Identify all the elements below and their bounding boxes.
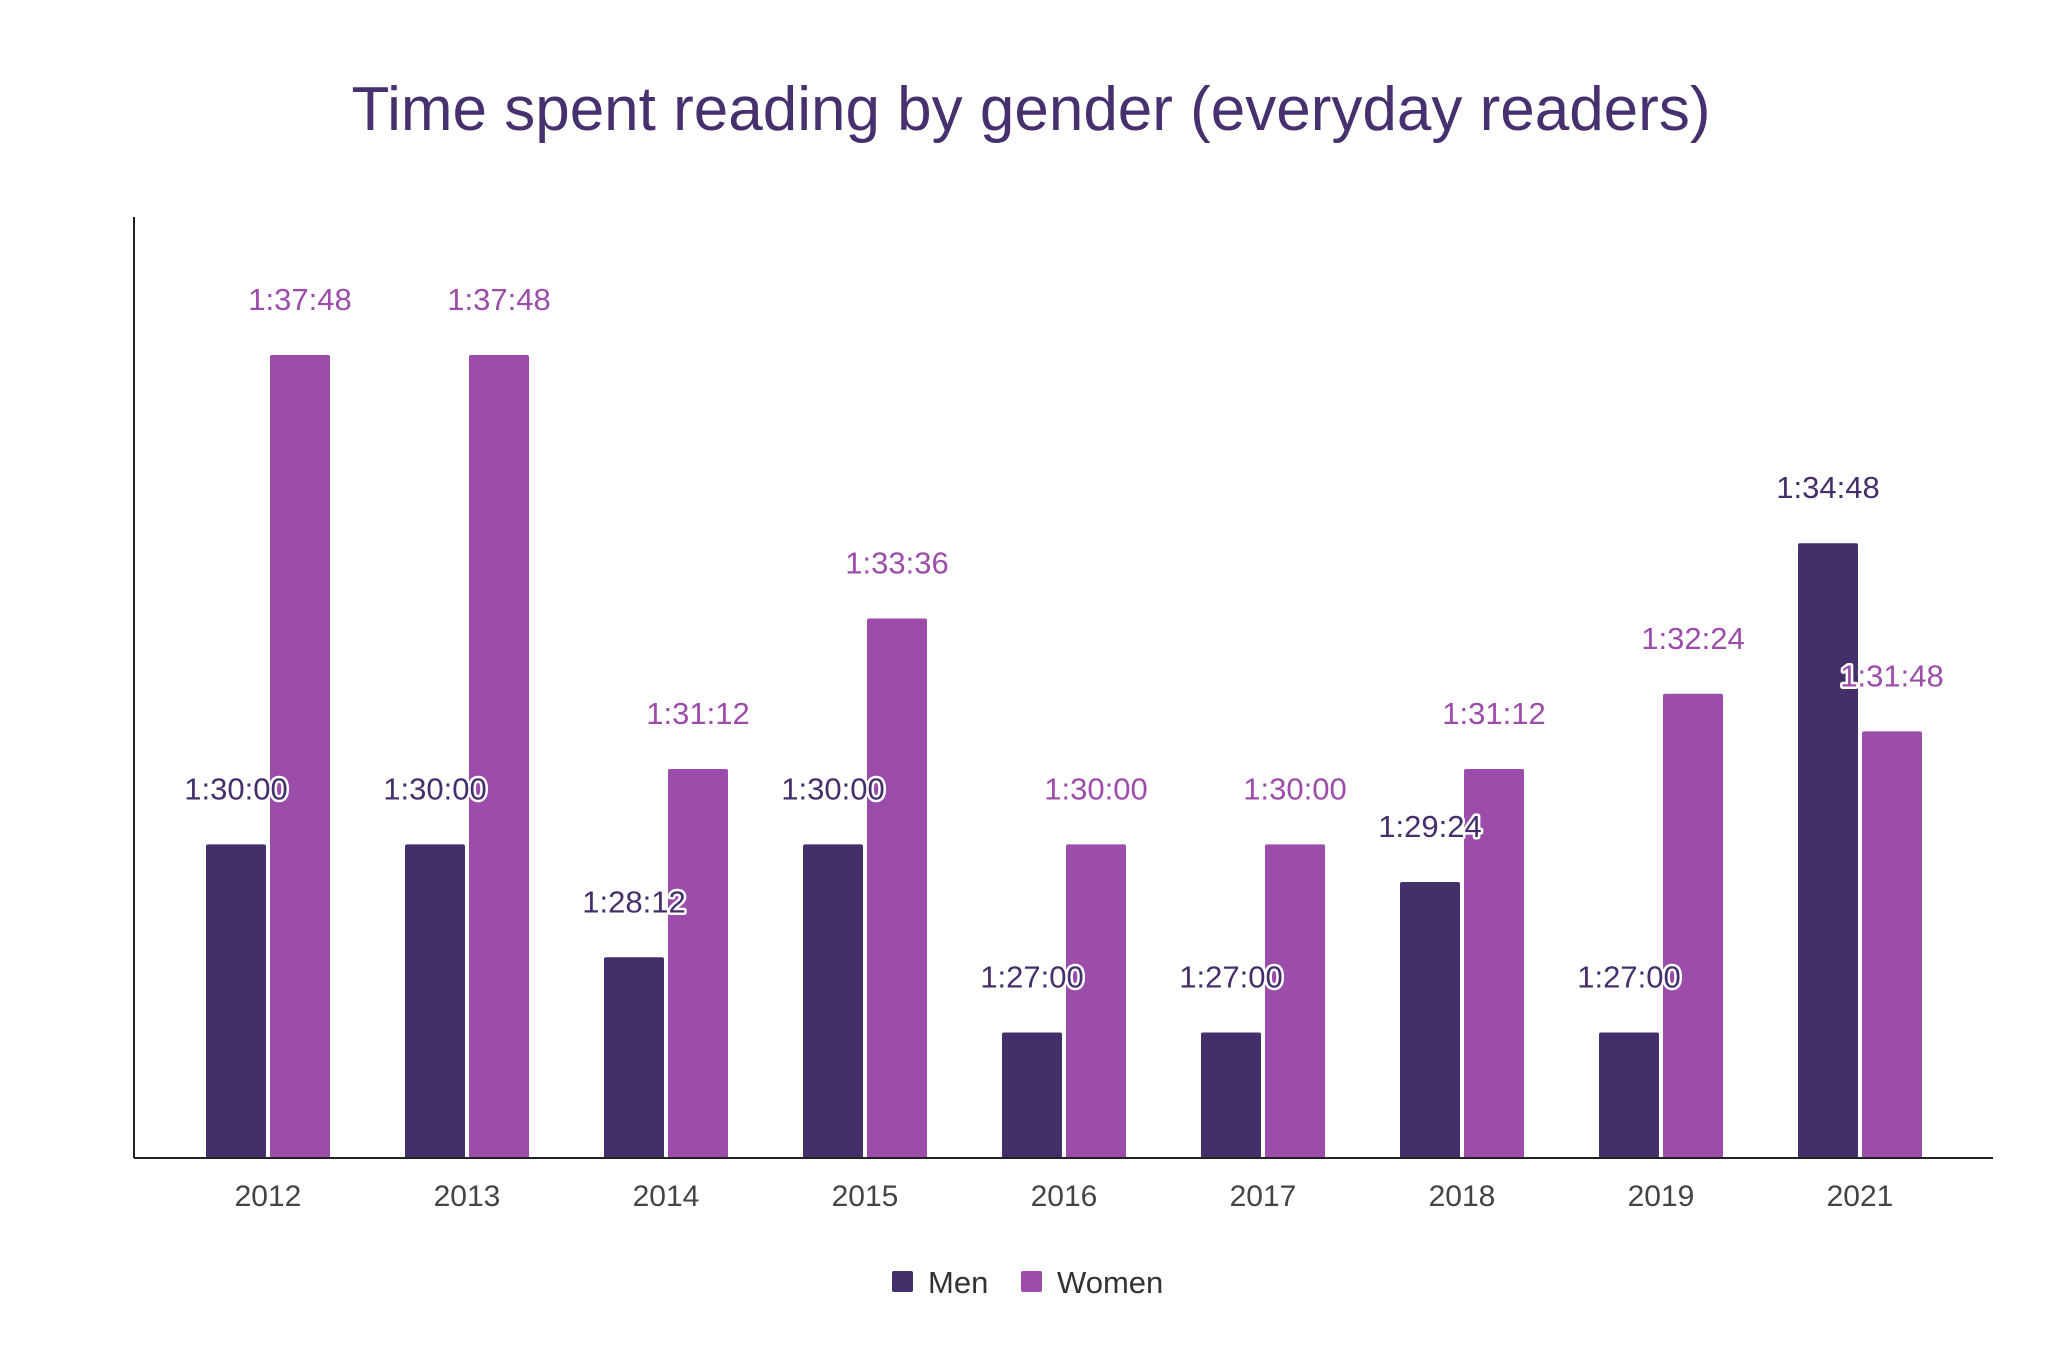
data-label-men: 1:30:00 — [184, 771, 287, 806]
data-label-men: 1:34:48 — [1776, 470, 1879, 505]
data-label-women: 1:31:12 — [646, 696, 749, 731]
bar-women — [1265, 844, 1325, 1158]
data-label-women: 1:31:12 — [1442, 696, 1545, 731]
data-label-women: 1:37:48 — [447, 282, 550, 317]
data-label-men: 1:30:00 — [781, 771, 884, 806]
legend-swatch-women — [1021, 1271, 1042, 1292]
bar-men — [1002, 1032, 1062, 1158]
data-label-men: 1:27:00 — [1179, 960, 1282, 995]
bar-women — [270, 355, 330, 1159]
x-tick-label: 2019 — [1628, 1180, 1695, 1213]
bar-men — [405, 844, 465, 1158]
x-tick-label: 2016 — [1031, 1180, 1098, 1213]
x-tick-label: 2018 — [1429, 1180, 1496, 1213]
x-tick-label: 2014 — [633, 1180, 700, 1213]
chart-title: Time spent reading by gender (everyday r… — [352, 75, 1711, 144]
data-label-women: 1:32:24 — [1641, 621, 1744, 656]
data-label-women: 1:33:36 — [845, 545, 948, 580]
bar-women — [1066, 844, 1126, 1158]
legend-label-men: Men — [928, 1265, 988, 1300]
bar-women — [1464, 769, 1524, 1158]
data-label-men: 1:30:00 — [383, 771, 486, 806]
data-label-women: 1:30:00 — [1243, 771, 1346, 806]
data-label-women: 1:30:00 — [1044, 771, 1147, 806]
data-label-men: 1:27:00 — [1577, 960, 1680, 995]
bar-men — [1400, 881, 1460, 1158]
data-label-women: 1:31:48 — [1840, 658, 1943, 693]
x-tick-label: 2012 — [235, 1180, 302, 1213]
x-tick-label: 2021 — [1827, 1180, 1894, 1213]
bar-men — [803, 844, 863, 1158]
bar-men — [604, 957, 664, 1158]
bar-women — [668, 769, 728, 1158]
legend-label-women: Women — [1057, 1265, 1163, 1300]
legend-swatch-men — [892, 1271, 913, 1292]
legend: Men Women — [892, 1265, 1163, 1300]
bar-men — [1599, 1032, 1659, 1158]
bar-women — [469, 355, 529, 1159]
data-label-men: 1:29:24 — [1378, 809, 1481, 844]
bar-women — [1663, 693, 1723, 1158]
data-label-men: 1:27:00 — [980, 960, 1083, 995]
bar-men — [206, 844, 266, 1158]
data-label-men: 1:28:12 — [582, 884, 685, 919]
x-tick-label: 2013 — [434, 1180, 501, 1213]
bar-women — [867, 618, 927, 1158]
bar-men — [1798, 543, 1858, 1158]
x-tick-label: 2017 — [1230, 1180, 1297, 1213]
bar-women — [1862, 731, 1922, 1158]
x-tick-label: 2015 — [832, 1180, 899, 1213]
data-label-women: 1:37:48 — [248, 282, 351, 317]
bar-men — [1201, 1032, 1261, 1158]
